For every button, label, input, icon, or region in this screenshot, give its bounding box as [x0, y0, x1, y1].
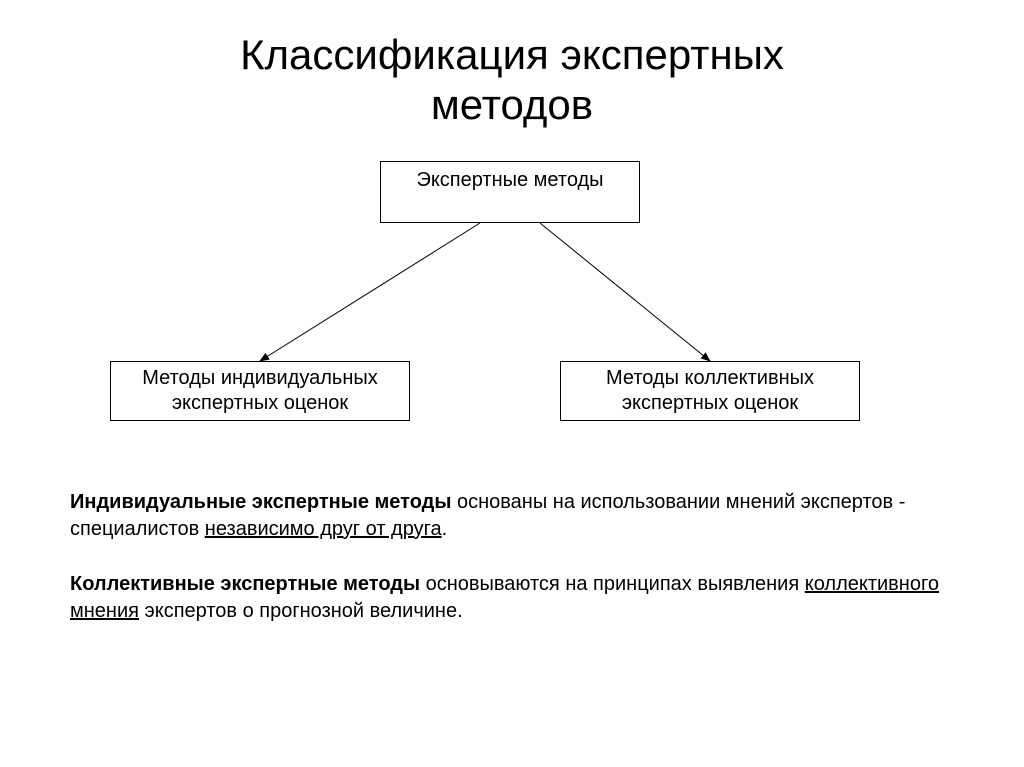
paragraph-collective: Коллективные экспертные методы основываю… [70, 571, 954, 625]
node-root: Экспертные методы [380, 161, 640, 223]
node-root-label: Экспертные методы [416, 168, 603, 193]
p1-bold: Индивидуальные экспертные методы [70, 491, 451, 513]
slide-title: Классификация экспертных методов [0, 0, 1024, 131]
node-right-label: Методы коллективных экспертных оценок [606, 366, 814, 416]
p2-text-before: основываются на принципах выявления [420, 573, 805, 595]
p2-bold: Коллективные экспертные методы [70, 573, 420, 595]
p1-text-after: . [442, 518, 448, 540]
classification-diagram: Экспертные методы Методы индивидуальных … [0, 161, 1024, 461]
body-text: Индивидуальные экспертные методы основан… [0, 489, 1024, 625]
node-right: Методы коллективных экспертных оценок [560, 361, 860, 421]
title-line-1: Классификация экспертных [240, 31, 784, 78]
paragraph-individual: Индивидуальные экспертные методы основан… [70, 489, 954, 543]
node-left-label: Методы индивидуальных экспертных оценок [142, 366, 378, 416]
node-left: Методы индивидуальных экспертных оценок [110, 361, 410, 421]
edge-root-left [260, 223, 480, 361]
p2-text-after: экспертов о прогнозной величине. [139, 600, 463, 622]
p1-underline: независимо друг от друга [205, 518, 442, 540]
title-line-2: методов [431, 81, 593, 128]
edge-root-right [540, 223, 710, 361]
